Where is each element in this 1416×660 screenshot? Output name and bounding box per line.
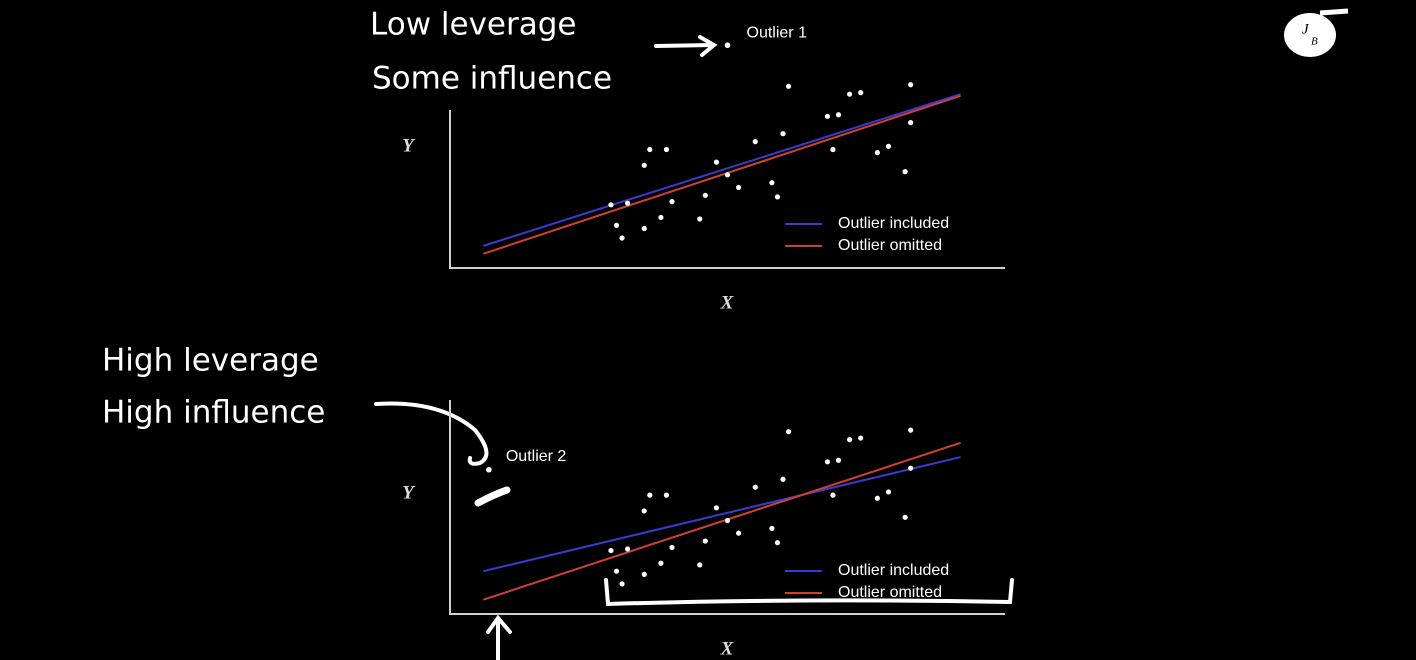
data-point (874, 495, 880, 501)
data-point (785, 429, 792, 435)
data-point (641, 225, 647, 232)
data-point (647, 146, 653, 153)
data-point (724, 172, 731, 178)
data-point (780, 131, 786, 137)
data-point (702, 192, 708, 198)
data-point (847, 437, 853, 443)
data-point (619, 581, 625, 587)
data-point (619, 235, 625, 241)
data-point (658, 560, 664, 566)
data-point (785, 83, 792, 89)
annotation: High influence (102, 395, 325, 431)
logo-bar (1319, 8, 1349, 16)
curved-arrow (374, 401, 489, 466)
annotation: Some influence (372, 61, 612, 97)
logo: J B (1284, 8, 1349, 57)
up-arrow (486, 614, 512, 660)
y-axis-label: Y (402, 482, 416, 503)
data-point (697, 216, 703, 222)
x-axis-label: X (720, 638, 735, 659)
annotation: Low leverage (370, 7, 577, 43)
data-point (663, 492, 670, 498)
data-point (663, 146, 670, 153)
data-point (885, 143, 892, 149)
data-point (774, 540, 781, 546)
axes (449, 110, 1005, 269)
legend-label: Outlier included (838, 562, 949, 579)
legend-label: Outlier omitted (838, 584, 942, 601)
logo-b: B (1311, 36, 1318, 48)
data-point (713, 505, 720, 511)
data-point (874, 150, 880, 156)
data-point (625, 200, 631, 206)
data-point (908, 427, 914, 433)
data-point (858, 90, 864, 96)
data-point (641, 162, 647, 168)
data-point (769, 180, 775, 186)
data-point (908, 120, 914, 126)
x-axis-label: X (720, 292, 735, 313)
data-point (780, 476, 786, 482)
data-point (774, 194, 781, 200)
data-point (736, 530, 742, 536)
bracket (604, 578, 1014, 607)
data-point (608, 202, 614, 208)
data-point (835, 112, 842, 118)
data-point (613, 568, 620, 574)
fit-line (482, 94, 961, 255)
data-point (908, 465, 914, 471)
outlier-label: Outlier 2 (506, 448, 567, 465)
data-point (858, 435, 864, 441)
data-point (625, 546, 631, 552)
arrow (654, 35, 718, 57)
outlier-label: Outlier 1 (747, 24, 808, 41)
data-point (697, 562, 703, 568)
legend-label: Outlier omitted (838, 237, 942, 254)
data-point (824, 459, 831, 465)
data-point (608, 547, 614, 554)
data-point (847, 91, 853, 97)
fit-line (482, 93, 961, 247)
data-point (702, 538, 708, 544)
data-point (830, 146, 836, 153)
data-point (885, 489, 892, 495)
data-point (647, 492, 653, 498)
axes (449, 400, 1005, 615)
data-point (724, 517, 731, 524)
data-point (669, 544, 675, 551)
data-point (902, 169, 908, 175)
data-point (641, 508, 647, 514)
data-point (824, 113, 831, 119)
fit-line (483, 456, 961, 573)
data-point (713, 159, 720, 165)
logo-circle (1284, 13, 1336, 57)
hand-drawings (374, 35, 1014, 660)
outlier-point (486, 466, 492, 473)
data-point (908, 82, 914, 88)
data-point (902, 514, 908, 520)
data-point (669, 199, 675, 205)
data-point (752, 484, 758, 490)
data-point (658, 214, 664, 221)
fit-line (482, 441, 961, 601)
data-point (752, 139, 758, 145)
y-axis-label: Y (402, 135, 416, 156)
legend-label: Outlier included (838, 215, 949, 232)
outlier-point (724, 42, 731, 49)
data-point (835, 457, 842, 463)
annotation: High leverage (102, 343, 319, 379)
logo-j: J (1302, 21, 1310, 37)
data-point (769, 525, 775, 532)
data-point (830, 492, 836, 498)
scribble (474, 486, 511, 507)
data-point (736, 184, 742, 191)
data-point (641, 571, 647, 577)
data-point (613, 222, 620, 228)
